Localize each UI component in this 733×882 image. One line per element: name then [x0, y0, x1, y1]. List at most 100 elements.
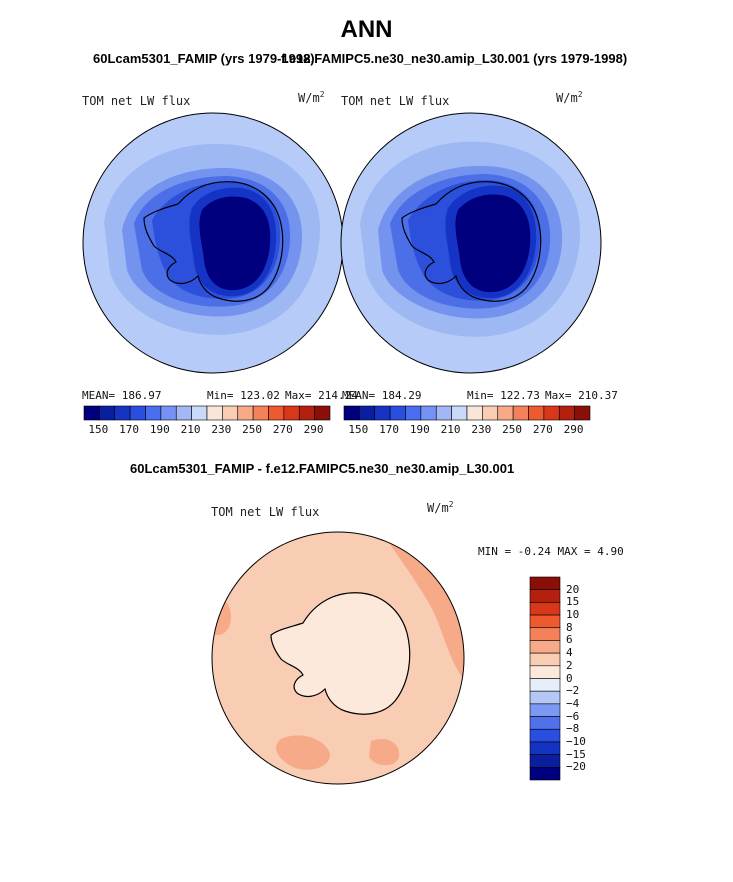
colorbar-swatch: [99, 405, 116, 421]
diff-units-label: W/m2: [427, 500, 454, 515]
colorbar-tick-label: 170: [119, 423, 139, 436]
diff-polar-map: [211, 531, 465, 785]
colorbar-swatch: [529, 754, 561, 768]
colorbar-tick-label: 150: [88, 423, 109, 436]
colorbar-swatch: [529, 614, 561, 629]
colorbar-tick-label: 190: [149, 423, 170, 436]
colorbar-swatch: [482, 405, 499, 421]
colorbar-tick-label: 190: [409, 423, 430, 436]
colorbar-swatch: [529, 665, 561, 679]
colorbar-tick-label: −2: [566, 684, 580, 698]
colorbar-swatch: [343, 405, 360, 421]
colorbar-swatch: [529, 690, 561, 705]
colorbar-tick-label: 210: [180, 423, 201, 436]
colorbar-swatch: [529, 741, 561, 755]
colorbar-tick-label: 270: [532, 423, 553, 436]
left-mean: MEAN= 186.97: [82, 389, 162, 402]
colorbar-tick-label: 15: [566, 595, 580, 609]
colorbar-tick-label: 210: [440, 423, 461, 436]
colorbar-swatch: [529, 767, 561, 781]
colorbar-swatch: [145, 405, 162, 421]
colorbar-swatch: [466, 405, 483, 421]
colorbar-swatch: [451, 405, 468, 421]
colorbar-tick-label: −20: [566, 760, 586, 774]
coastline: [270, 592, 411, 715]
right-min: Min= 122.73: [467, 389, 540, 402]
colorbar-swatch: [529, 576, 561, 590]
colorbar-swatch: [222, 405, 239, 421]
colorbar-swatch: [314, 405, 331, 421]
colorbar-swatch: [268, 405, 285, 421]
colorbar-swatch: [529, 602, 561, 616]
diff-title: 60Lcam5301_FAMIP - f.e12.FAMIPC5.ne30_ne…: [130, 461, 515, 476]
diff-land: [271, 592, 410, 715]
colorbar-swatch: [160, 405, 177, 421]
left-colorbar: [83, 405, 331, 421]
colorbar-tick-label: 2: [566, 658, 573, 672]
left-variable-label: TOM net LW flux: [82, 94, 191, 108]
colorbar-swatch: [529, 640, 561, 654]
coastline: [401, 181, 542, 302]
colorbar-tick-label: 150: [348, 423, 369, 436]
colorbar-swatch: [405, 405, 422, 421]
page-title: ANN: [340, 16, 393, 43]
colorbar-swatch: [114, 405, 131, 421]
colorbar-swatch: [283, 405, 300, 421]
right-colorbar: [343, 405, 591, 421]
colorbar-swatch: [529, 678, 561, 692]
colorbar-tick-label: 4: [566, 646, 573, 660]
diff-high-patch: [276, 735, 330, 770]
colorbar-tick-label: 250: [502, 423, 522, 436]
colorbar-swatch: [529, 703, 561, 717]
colorbar-swatch: [529, 627, 561, 641]
colorbar-swatch: [237, 405, 254, 421]
colorbar-tick-label: 290: [303, 423, 324, 436]
colorbar-swatch: [374, 405, 391, 421]
colorbar-swatch: [206, 405, 223, 421]
colorbar-tick-label: −10: [566, 734, 586, 748]
colorbar-swatch: [574, 405, 591, 421]
colorbar-swatch: [129, 405, 146, 421]
left-max: Max= 214.24: [285, 389, 358, 402]
diff-colorbar: [529, 576, 561, 781]
left-min: Min= 123.02: [207, 389, 280, 402]
colorbar-swatch: [389, 405, 406, 421]
colorbar-tick-label: −4: [566, 696, 580, 710]
left-case-title: 60Lcam5301_FAMIP (yrs 1979-1998): [93, 51, 315, 66]
colorbar-swatch: [512, 405, 529, 421]
colorbar-swatch: [298, 405, 315, 421]
right-max: Max= 210.37: [545, 389, 618, 402]
colorbar-tick-label: 0: [566, 671, 573, 685]
right-polar-map: [340, 112, 602, 374]
colorbar-tick-label: −15: [566, 747, 586, 761]
colorbar-tick-label: 290: [563, 423, 584, 436]
coastline: [143, 181, 284, 302]
plateau: [455, 194, 531, 293]
left-polar-map: [82, 112, 344, 374]
colorbar-swatch: [252, 405, 269, 421]
colorbar-tick-label: 270: [272, 423, 293, 436]
colorbar-tick-label: −8: [566, 722, 580, 736]
colorbar-tick-label: 170: [379, 423, 399, 436]
right-mean: MEAN= 184.29: [342, 389, 422, 402]
colorbar-swatch: [529, 589, 561, 603]
colorbar-tick-label: 250: [242, 423, 262, 436]
colorbar-swatch: [543, 405, 560, 421]
colorbar-tick-label: 8: [566, 620, 573, 634]
colorbar-tick-label: 230: [211, 423, 232, 436]
colorbar-swatch: [558, 405, 575, 421]
colorbar-swatch: [528, 405, 545, 421]
colorbar-swatch: [529, 652, 561, 667]
colorbar-swatch: [420, 405, 437, 421]
plateau: [199, 196, 271, 291]
diff-high-patch: [369, 738, 400, 766]
colorbar-swatch: [529, 716, 561, 730]
right-units-label: W/m2: [556, 90, 583, 105]
colorbar-swatch: [529, 728, 561, 743]
colorbar-tick-label: 6: [566, 633, 573, 647]
colorbar-swatch: [191, 405, 208, 421]
left-units-label: W/m2: [298, 90, 325, 105]
colorbar-swatch: [435, 405, 452, 421]
right-variable-label: TOM net LW flux: [341, 94, 450, 108]
colorbar-swatch: [175, 405, 192, 421]
